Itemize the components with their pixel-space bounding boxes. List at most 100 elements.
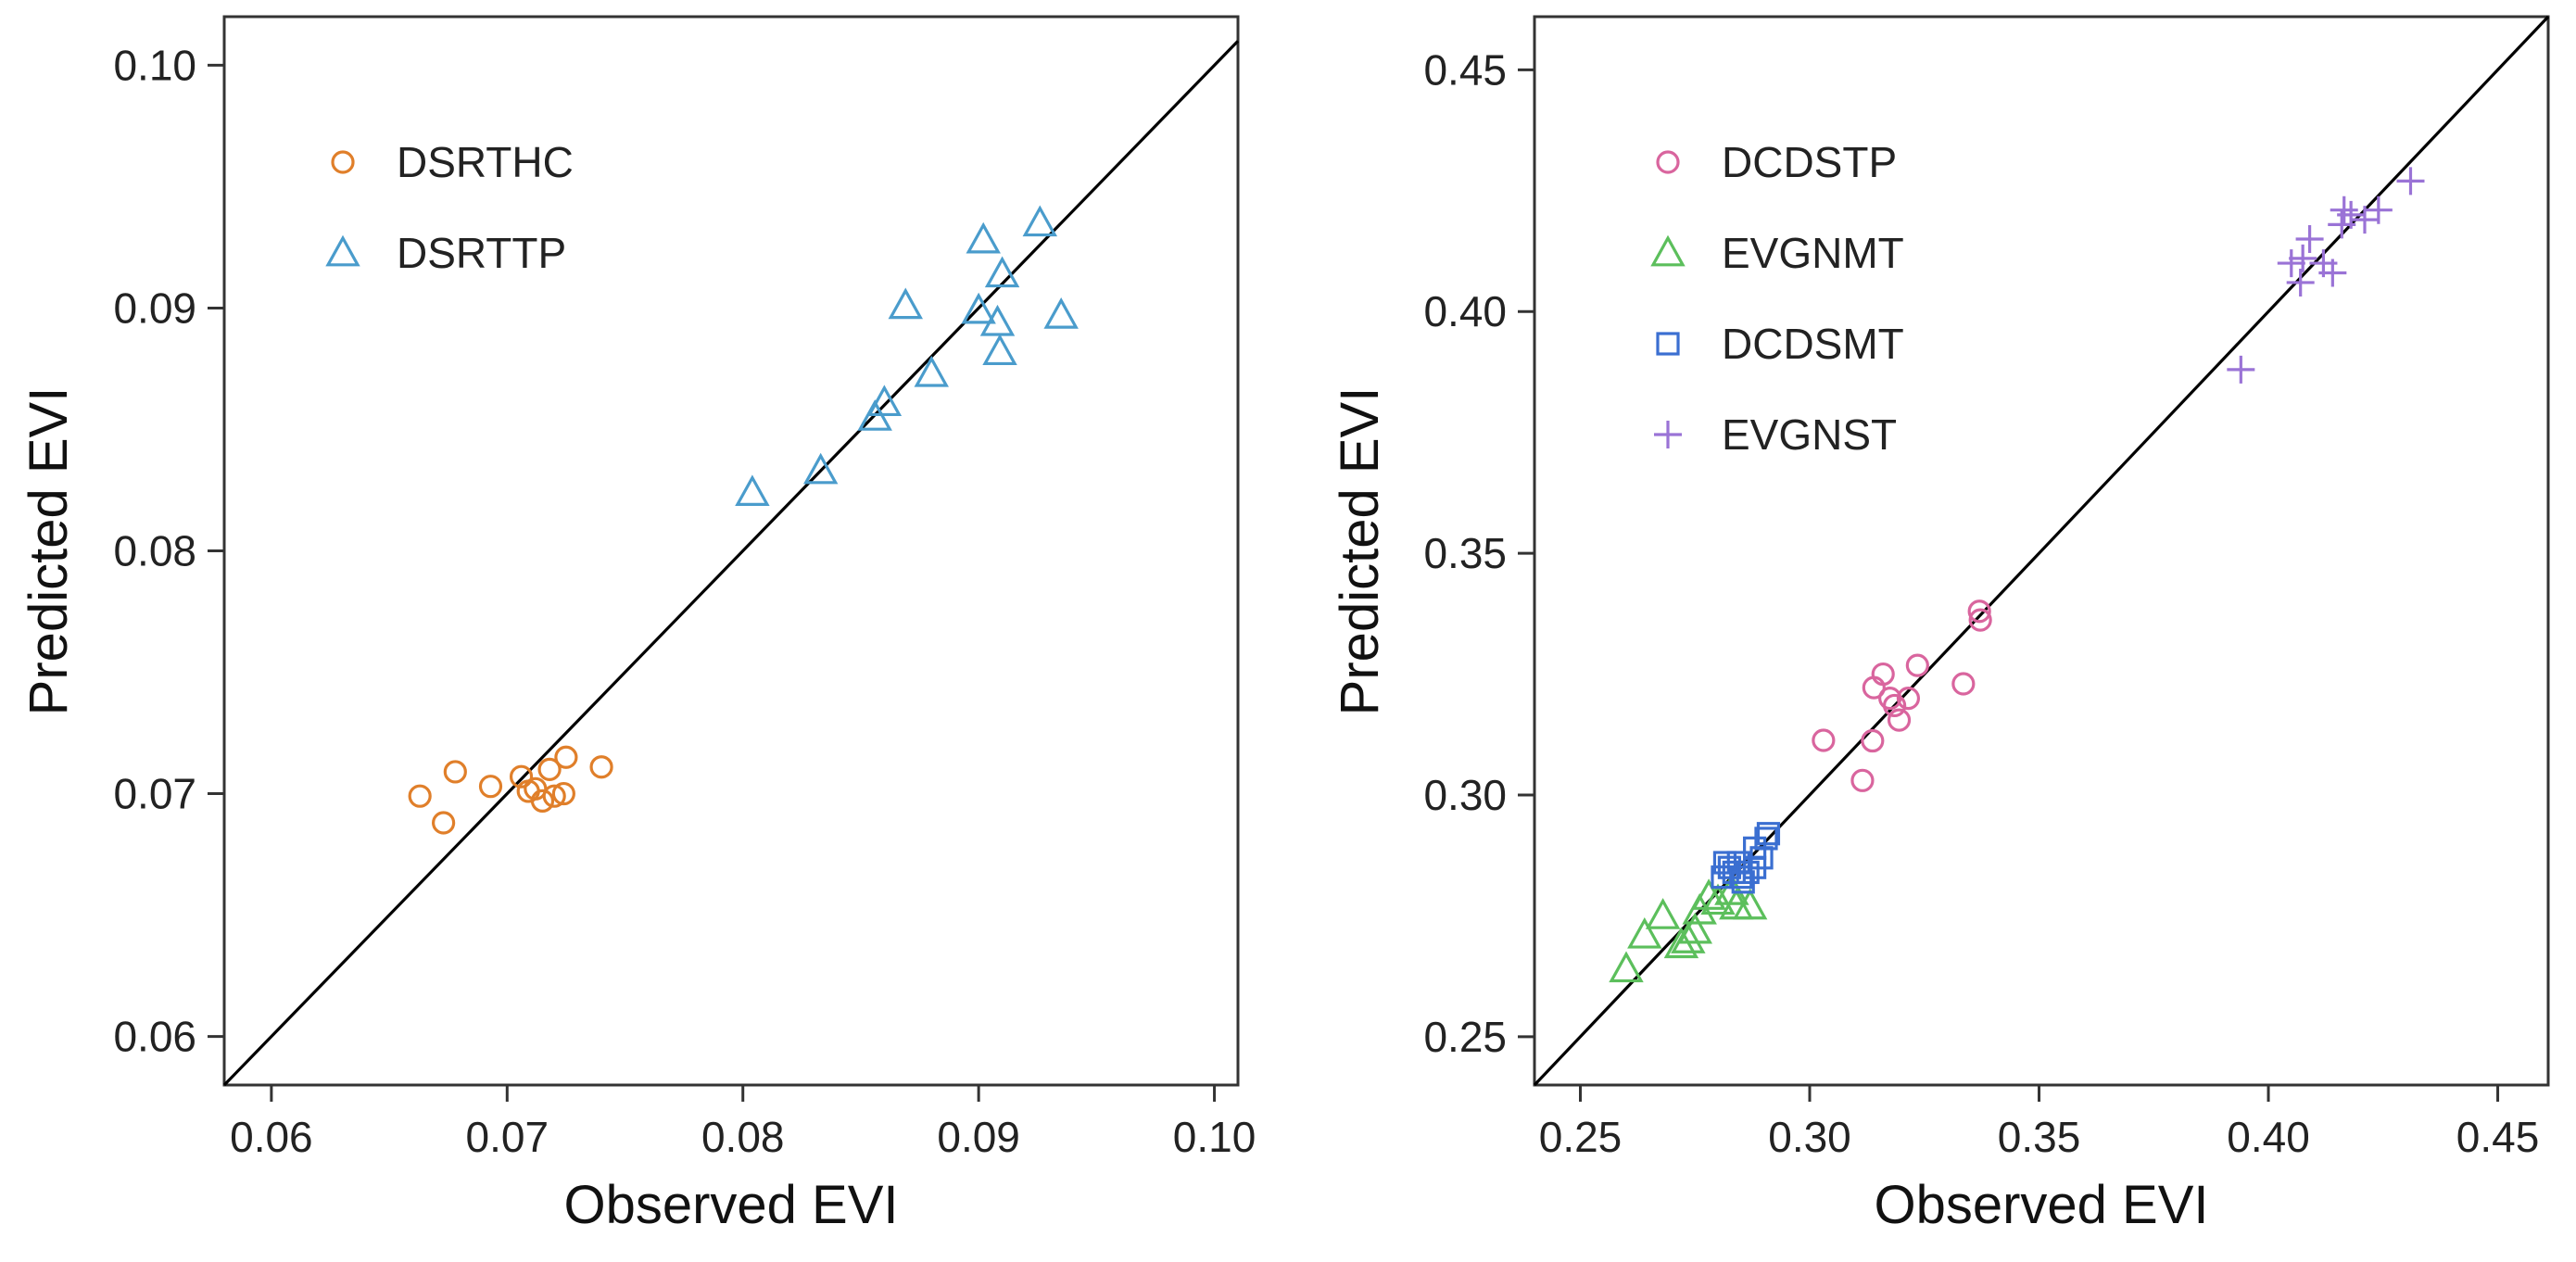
dcdstp-point xyxy=(1951,672,1976,696)
left-x-ticks: 0.06 0.07 0.08 0.09 0.10 xyxy=(230,1085,1256,1161)
dsrttp-legend-label: DSRTTP xyxy=(397,229,566,277)
right-legend: DCDSTP EVGNMT DCDSMT EVGNST xyxy=(1650,138,1904,459)
x-tick-label: 0.35 xyxy=(1998,1113,2081,1161)
evgnmt-point xyxy=(1732,888,1768,920)
evgnst-point xyxy=(2330,196,2358,224)
right-x-axis-title: Observed EVI xyxy=(1874,1175,2208,1235)
left-y-ticks: 0.06 0.07 0.08 0.09 0.10 xyxy=(113,41,224,1061)
x-tick-label: 0.09 xyxy=(937,1113,1020,1161)
dsrttp-point xyxy=(984,256,1020,288)
evgnmt-legend-marker xyxy=(1650,234,1686,267)
dsrttp-legend-marker xyxy=(325,234,360,267)
right-y-axis-title: Predicted EVI xyxy=(1330,387,1390,716)
dsrttp-point xyxy=(914,355,949,387)
y-tick-label: 0.09 xyxy=(113,284,196,332)
y-tick-label: 0.10 xyxy=(113,41,196,89)
evgnmt-point xyxy=(1714,874,1749,905)
evgnmt-point xyxy=(1677,912,1712,944)
dsrthc-point xyxy=(443,760,467,784)
dsrthc-point xyxy=(524,776,548,801)
evgnmt-point xyxy=(1691,878,1726,910)
evgnst-point xyxy=(2396,167,2425,196)
x-tick-label: 0.08 xyxy=(701,1113,785,1161)
dsrttp-point xyxy=(866,385,903,417)
dsrthc-point xyxy=(432,811,456,835)
dcdsmt-point xyxy=(1754,827,1778,851)
dcdstp-legend-label: DCDSTP xyxy=(1722,138,1897,186)
dcdstp-point xyxy=(1882,693,1907,718)
dcdstp-point xyxy=(1967,599,1991,624)
y-tick-label: 0.30 xyxy=(1423,771,1507,819)
x-tick-label: 0.07 xyxy=(466,1113,549,1161)
dsrthc-point xyxy=(542,784,566,808)
dsrthc-point xyxy=(478,775,503,799)
y-tick-label: 0.06 xyxy=(113,1013,196,1061)
evgnst-point xyxy=(2337,200,2366,229)
evgnmt-point xyxy=(1700,883,1736,915)
dsrttp-point xyxy=(1043,297,1079,329)
dsrthc-point xyxy=(537,757,562,781)
dcdsmt-point xyxy=(1736,860,1760,885)
left-legend: DSRTHC DSRTTP xyxy=(325,138,574,277)
dsrthc-legend-marker xyxy=(331,150,355,174)
dsrttp-point xyxy=(1022,205,1058,237)
x-tick-label: 0.45 xyxy=(2456,1113,2540,1161)
x-tick-label: 0.30 xyxy=(1768,1113,1851,1161)
dsrthc-point xyxy=(551,781,575,806)
y-tick-label: 0.40 xyxy=(1423,287,1507,335)
x-tick-label: 0.10 xyxy=(1173,1113,1256,1161)
right-data-points xyxy=(1609,167,2425,983)
y-tick-label: 0.08 xyxy=(113,527,196,575)
evgnst-legend-marker xyxy=(1654,421,1682,448)
right-one-to-one-line xyxy=(1533,15,2550,1087)
dcdstp-point xyxy=(1812,728,1836,752)
dcdstp-point xyxy=(1905,653,1929,677)
evgnst-point xyxy=(2364,196,2393,224)
y-tick-label: 0.45 xyxy=(1423,45,1507,94)
dsrttp-point xyxy=(961,292,996,324)
x-tick-label: 0.25 xyxy=(1539,1113,1623,1161)
y-tick-label: 0.25 xyxy=(1423,1013,1507,1061)
left-y-axis-title: Predicted EVI xyxy=(19,387,79,716)
evgnmt-point xyxy=(1609,951,1644,983)
evgnmt-point xyxy=(1627,916,1662,949)
dsrthc-point xyxy=(509,764,534,789)
evgnst-point xyxy=(2227,355,2255,384)
dcdstp-point xyxy=(1968,608,1992,632)
dcdstp-point xyxy=(1887,708,1912,732)
right-scatter-panel: 0.25 0.30 0.35 0.40 0.45 0.25 0.30 0.35 0.40 0.4… xyxy=(1330,15,2550,1235)
dcdsmt-legend-marker xyxy=(1656,332,1680,356)
dcdstp-point xyxy=(1850,768,1875,792)
evgnmt-point xyxy=(1645,898,1681,929)
dcdsmt-legend-label: DCDSMT xyxy=(1722,320,1904,368)
dsrthc-legend-label: DSRTHC xyxy=(397,138,574,186)
evgnst-point xyxy=(2318,259,2347,287)
left-one-to-one-line xyxy=(222,40,1240,1087)
evgnst-point xyxy=(2295,224,2324,253)
evgnst-point xyxy=(2277,249,2305,278)
dcdstp-legend-marker xyxy=(1656,150,1680,174)
left-scatter-panel: 0.06 0.07 0.08 0.09 0.10 0.06 0.07 0.08 0.09 0.1… xyxy=(19,15,1256,1235)
dcdstp-point xyxy=(1896,687,1921,711)
right-x-ticks: 0.25 0.30 0.35 0.40 0.45 xyxy=(1539,1085,2540,1161)
evgnst-legend-label: EVGNST xyxy=(1722,410,1897,459)
dsrttp-point xyxy=(802,452,839,485)
x-tick-label: 0.06 xyxy=(230,1113,313,1161)
right-y-ticks: 0.25 0.30 0.35 0.40 0.45 xyxy=(1423,45,1534,1061)
evgnst-point xyxy=(2286,268,2315,297)
evgnst-point xyxy=(2289,244,2317,272)
y-tick-label: 0.07 xyxy=(113,770,196,818)
dcdstp-point xyxy=(1871,662,1895,687)
dsrttp-point xyxy=(966,221,1001,254)
x-tick-label: 0.40 xyxy=(2227,1113,2310,1161)
dsrthc-point xyxy=(554,745,578,769)
dsrthc-point xyxy=(408,784,432,808)
dcdstp-point xyxy=(1861,728,1885,753)
left-x-axis-title: Observed EVI xyxy=(563,1175,898,1235)
dsrthc-point xyxy=(530,789,555,814)
left-plot-frame xyxy=(222,15,1240,1087)
dsrthc-point xyxy=(589,755,613,779)
left-data-points xyxy=(408,205,1079,835)
dcdsmt-point xyxy=(1756,822,1781,846)
